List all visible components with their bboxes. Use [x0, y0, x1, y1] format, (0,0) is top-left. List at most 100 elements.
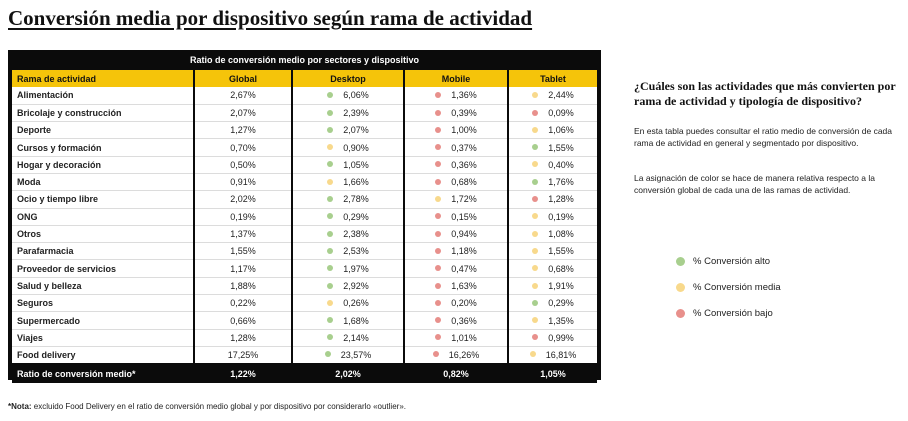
mobile-cell: 0,47% — [403, 259, 508, 278]
desktop-value: 0,26% — [343, 298, 369, 309]
conversion-level-bajo-dot-icon — [435, 230, 442, 237]
desktop-value: 1,97% — [343, 263, 369, 274]
color-legend: % Conversión alto % Conversión media % Con… — [676, 248, 781, 326]
conversion-level-bajo-dot-icon — [435, 265, 442, 272]
tablet-value: 1,35% — [548, 315, 574, 326]
conversion-level-bajo-dot-icon — [435, 126, 442, 133]
tablet-value: 1,55% — [548, 142, 574, 153]
rama-cell: Parafarmacia — [12, 242, 194, 261]
desktop-cell: 2,07% — [291, 121, 404, 140]
conversion-level-alto-dot-icon — [327, 282, 334, 289]
tablet-value: 1,08% — [548, 229, 574, 240]
desktop-value: 2,38% — [343, 229, 369, 240]
tablet-cell: 0,68% — [507, 259, 597, 278]
table-row: ONG 0,19% 0,29% 0,15% 0,19% — [12, 208, 597, 226]
tablet-value: 0,68% — [548, 263, 574, 274]
mobile-value: 16,26% — [448, 349, 480, 360]
global-cell: 1,27% — [193, 121, 292, 140]
conversion-level-alto-dot-icon — [327, 126, 334, 133]
mobile-value: 0,37% — [451, 142, 477, 153]
table-row: Food delivery 17,25% 23,57% 16,26% 16,81% — [12, 346, 597, 365]
sidebar-question: ¿Cuáles son las actividades que más conv… — [634, 79, 896, 108]
conversion-level-alto-dot-icon — [327, 317, 334, 324]
conversion-level-bajo-dot-icon — [432, 351, 439, 358]
mobile-value: 0,39% — [451, 107, 477, 118]
conversion-level-media-dot-icon — [532, 213, 539, 220]
conversion-level-bajo-dot-icon — [435, 247, 442, 254]
global-cell: 2,02% — [193, 190, 292, 209]
conversion-level-alto-dot-icon — [327, 247, 334, 254]
table-row: Viajes 1,28% 2,14% 1,01% 0,99% — [12, 329, 597, 347]
tablet-value: 1,76% — [548, 177, 574, 188]
header-desktop: Desktop — [291, 70, 404, 87]
desktop-value: 2,78% — [343, 194, 369, 205]
table-row: Otros 1,37% 2,38% 0,94% 1,08% — [12, 225, 597, 244]
legend-alto-dot-icon — [676, 256, 685, 266]
desktop-value: 1,05% — [343, 159, 369, 170]
tablet-cell: 0,99% — [507, 329, 597, 347]
conversion-level-media-dot-icon — [532, 247, 539, 254]
desktop-cell: 6,06% — [291, 87, 404, 105]
conversion-table: Ratio de conversión medio por sectores y… — [8, 50, 601, 383]
mobile-value: 0,68% — [451, 177, 477, 188]
table-row: Seguros 0,22% 0,26% 0,20% 0,29% — [12, 294, 597, 313]
mobile-cell: 1,63% — [403, 277, 508, 296]
desktop-value: 2,39% — [343, 107, 369, 118]
table-row: Cursos y formación 0,70% 0,90% 0,37% 1,55% — [12, 138, 597, 157]
footnote: *Nota: excluido Food Delivery en el rati… — [8, 402, 406, 411]
legend-media-dot-icon — [676, 282, 685, 292]
legend-item-bajo: % Conversión bajo — [676, 300, 781, 326]
desktop-cell: 1,66% — [291, 173, 404, 192]
desktop-value: 1,66% — [343, 177, 369, 188]
global-cell: 1,28% — [193, 329, 292, 347]
mobile-cell: 0,39% — [403, 104, 508, 123]
conversion-level-bajo-dot-icon — [532, 196, 539, 203]
table-caption: Ratio de conversión medio por sectores y… — [189, 55, 420, 65]
tablet-value: 16,81% — [545, 349, 577, 360]
legend-item-media: % Conversión media — [676, 274, 781, 300]
conversion-level-media-dot-icon — [532, 92, 539, 99]
conversion-level-alto-dot-icon — [327, 109, 334, 116]
table-row: Supermercado 0,66% 1,68% 0,36% 1,35% — [12, 311, 597, 330]
conversion-level-media-dot-icon — [327, 144, 334, 151]
legend-label: % Conversión bajo — [693, 307, 773, 319]
rama-cell: Moda — [12, 173, 194, 192]
global-cell: 0,70% — [193, 138, 292, 157]
mobile-cell: 0,94% — [403, 225, 508, 244]
mobile-cell: 0,68% — [403, 173, 508, 192]
desktop-value: 0,29% — [343, 211, 369, 222]
rama-cell: ONG — [12, 208, 194, 226]
tablet-value: 0,29% — [548, 298, 574, 309]
header-mobile: Mobile — [403, 70, 508, 87]
desktop-value: 0,90% — [343, 142, 369, 153]
conversion-level-alto-dot-icon — [327, 265, 334, 272]
desktop-cell: 1,05% — [291, 156, 404, 174]
table-row: Alimentación 2,67% 6,06% 1,36% 2,44% — [12, 87, 597, 105]
header-rama: Rama de actividad — [12, 70, 194, 87]
footer-tablet: 1,05% — [507, 362, 597, 383]
global-cell: 1,37% — [193, 225, 292, 244]
global-cell: 1,55% — [193, 242, 292, 261]
tablet-value: 2,44% — [548, 90, 574, 101]
desktop-cell: 2,92% — [291, 277, 404, 296]
mobile-value: 1,72% — [451, 194, 477, 205]
global-cell: 0,66% — [193, 311, 292, 330]
global-cell: 2,67% — [193, 87, 292, 105]
tablet-cell: 2,44% — [507, 87, 597, 105]
conversion-level-media-dot-icon — [529, 351, 536, 358]
mobile-cell: 1,00% — [403, 121, 508, 140]
desktop-value: 2,92% — [343, 280, 369, 291]
mobile-cell: 1,01% — [403, 329, 508, 347]
global-cell: 0,19% — [193, 208, 292, 226]
mobile-cell: 16,26% — [403, 346, 508, 365]
legend-label: % Conversión alto — [693, 255, 771, 267]
mobile-cell: 0,36% — [403, 156, 508, 174]
mobile-value: 1,00% — [451, 125, 477, 136]
desktop-cell: 2,38% — [291, 225, 404, 244]
tablet-value: 1,91% — [548, 280, 574, 291]
conversion-level-bajo-dot-icon — [435, 144, 442, 151]
tablet-cell: 1,28% — [507, 190, 597, 209]
tablet-cell: 1,06% — [507, 121, 597, 140]
conversion-level-bajo-dot-icon — [435, 109, 442, 116]
rama-cell: Deporte — [12, 121, 194, 140]
